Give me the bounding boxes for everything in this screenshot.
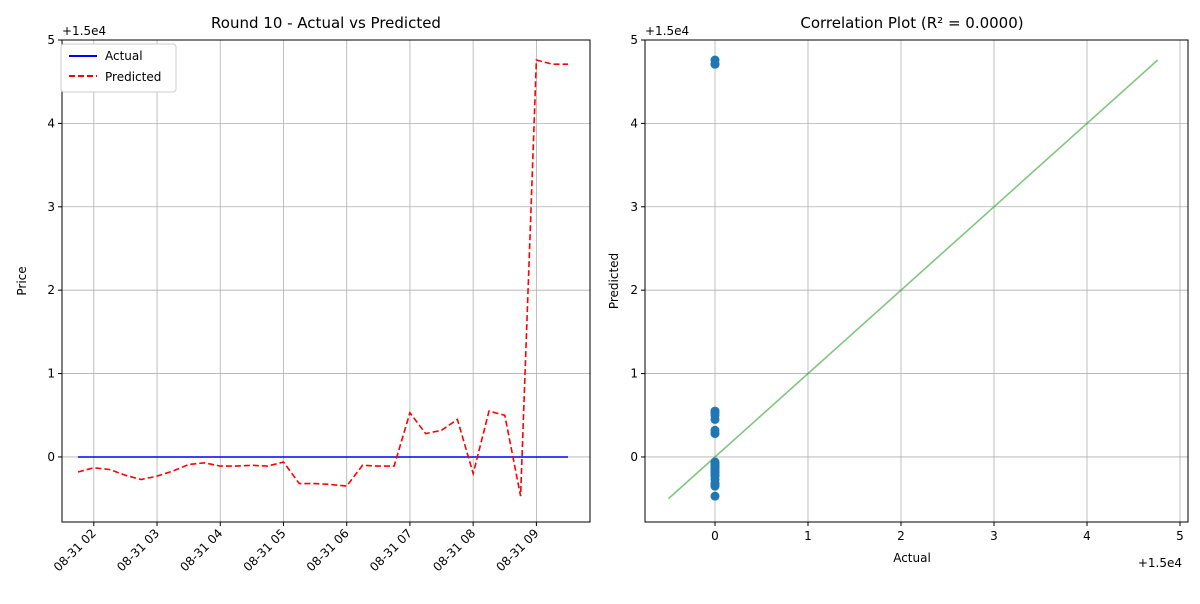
right-y-offset-label: +1.5e4 [645, 24, 689, 38]
right-x-offset-label: +1.5e4 [1138, 556, 1182, 570]
scatter-point [710, 461, 720, 471]
y-tick-label: 5 [47, 33, 55, 47]
right-chart-title: Correlation Plot (R² = 0.0000) [800, 14, 1023, 32]
x-tick-label: 3 [990, 529, 998, 543]
scatter-point [710, 425, 720, 435]
scatter-point [710, 59, 720, 69]
right-plot-frame [644, 39, 1189, 523]
legend-predicted-label: Predicted [105, 70, 161, 84]
y-tick-label: 4 [630, 116, 638, 130]
reference-line [667, 59, 1159, 500]
legend-actual-label: Actual [105, 49, 143, 63]
x-tick-label: 1 [804, 529, 812, 543]
x-tick-label: 2 [897, 529, 905, 543]
scatter-point [710, 481, 720, 491]
right-y-axis-label: Predicted [607, 253, 621, 309]
y-tick-label: 1 [630, 367, 638, 381]
x-tick-label: 0 [711, 529, 719, 543]
left-chart-title: Round 10 - Actual vs Predicted [211, 14, 441, 32]
scatter-point [710, 491, 720, 501]
predicted-series-line [77, 58, 568, 497]
y-tick-label: 3 [47, 200, 55, 214]
left-legend: Actual Predicted [60, 43, 177, 93]
x-tick-label: 5 [1176, 529, 1184, 543]
y-tick-label: 4 [47, 116, 55, 130]
right-x-axis-label: Actual [893, 551, 931, 565]
y-tick-label: 2 [47, 283, 55, 297]
left-y-axis-label: Price [15, 266, 29, 295]
y-tick-label: 0 [630, 450, 638, 464]
left-y-offset-label: +1.5e4 [62, 24, 106, 38]
y-tick-label: 1 [47, 367, 55, 381]
y-tick-label: 0 [47, 450, 55, 464]
y-tick-label: 5 [630, 33, 638, 47]
y-tick-label: 2 [630, 283, 638, 297]
left-plot-frame [61, 39, 591, 523]
x-tick-label: 4 [1083, 529, 1091, 543]
right-scatter-chart: 0 1 2 3 4 5 0 1 2 3 4 5 Correlation Plot (R² = 0.0… [607, 14, 1189, 570]
y-tick-label: 3 [630, 200, 638, 214]
scatter-point [710, 469, 720, 479]
scatter-point [710, 410, 720, 420]
